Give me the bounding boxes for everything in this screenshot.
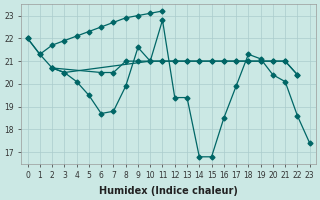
X-axis label: Humidex (Indice chaleur): Humidex (Indice chaleur) <box>99 186 238 196</box>
